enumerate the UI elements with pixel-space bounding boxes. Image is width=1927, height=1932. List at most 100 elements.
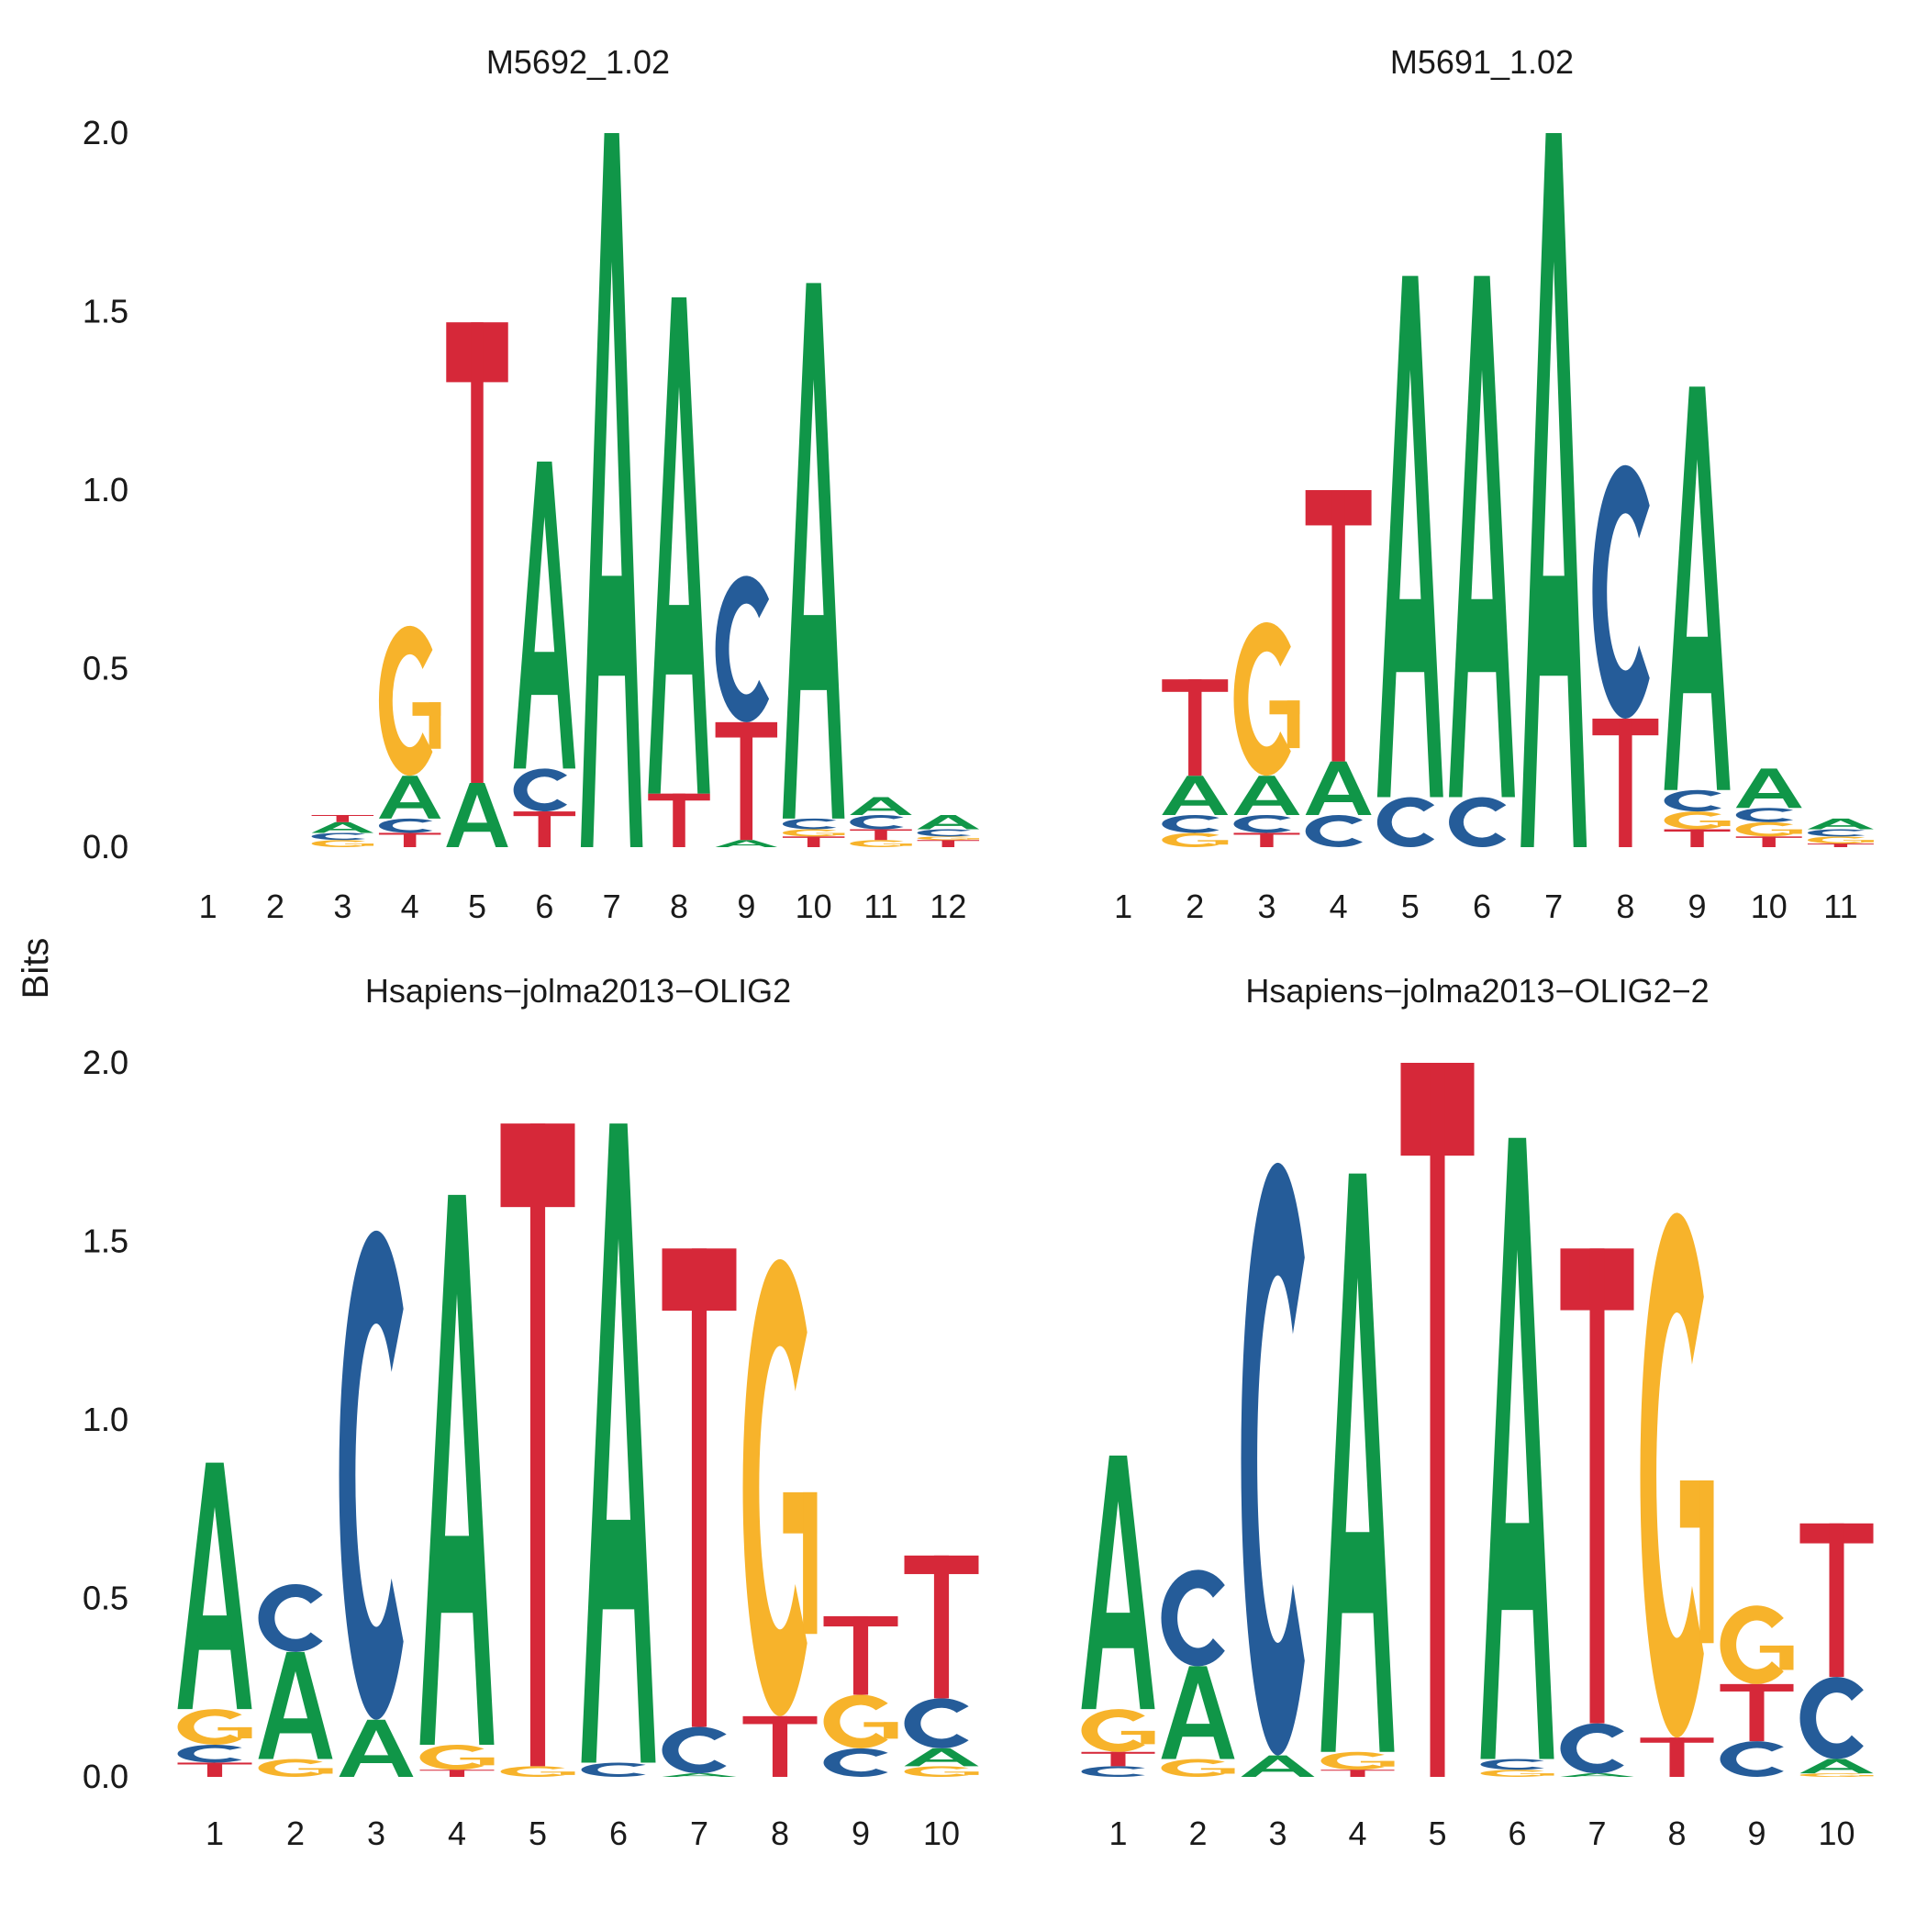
glyph-c [1799, 1677, 1863, 1759]
glyph-t [379, 832, 440, 847]
glyph-g [905, 1766, 979, 1777]
logo-panel-3: Hsapiens−jolma2013−OLIG20.00.51.01.52.01… [83, 972, 979, 1852]
x-tick-label: 4 [448, 1815, 466, 1852]
glyph-c [1736, 808, 1793, 822]
position-stack [1720, 1605, 1793, 1777]
glyph-t [663, 1248, 737, 1726]
x-tick-label: 11 [863, 888, 897, 925]
glyph-g [1480, 1770, 1554, 1777]
position-stack [582, 1123, 656, 1777]
position-stack [379, 626, 440, 847]
glyph-g [178, 1709, 252, 1745]
y-tick-label: 2.0 [83, 114, 128, 151]
glyph-t [1081, 1752, 1154, 1767]
x-tick-label: 10 [1751, 888, 1788, 925]
glyph-a [1520, 133, 1587, 847]
glyph-t [178, 1762, 252, 1777]
glyph-c [1241, 1163, 1304, 1756]
glyph-t [1320, 1770, 1394, 1777]
glyph-t [1720, 1684, 1793, 1741]
position-stack [1233, 622, 1299, 847]
position-stack [1081, 1456, 1154, 1777]
panel-title: M5692_1.02 [486, 43, 670, 81]
glyph-a [312, 822, 373, 833]
y-axis-label: Bits [16, 938, 56, 1000]
glyph-g [918, 836, 979, 840]
x-tick-label: 4 [401, 888, 419, 925]
glyph-g [1162, 832, 1228, 847]
glyph-a [648, 297, 709, 794]
glyph-g [1320, 1752, 1394, 1770]
panel-title: Hsapiens−jolma2013−OLIG2 [365, 972, 791, 1010]
glyph-t [743, 1716, 818, 1777]
glyph-t [514, 811, 575, 847]
glyph-c [1449, 798, 1506, 847]
position-stack [1241, 1163, 1314, 1777]
y-tick-label: 0.0 [83, 1758, 128, 1795]
position-stack [663, 1248, 737, 1777]
glyph-c [312, 832, 365, 840]
glyph-t [783, 836, 844, 847]
x-tick-label: 1 [1114, 888, 1132, 925]
x-tick-label: 8 [670, 888, 688, 925]
glyph-a [178, 1463, 252, 1709]
glyph-a [420, 1195, 495, 1745]
x-tick-label: 2 [1186, 888, 1204, 925]
glyph-c [1377, 798, 1434, 847]
position-stack [1592, 465, 1658, 847]
position-stack [178, 1463, 252, 1777]
glyph-t [1808, 843, 1874, 847]
x-tick-label: 3 [333, 888, 351, 925]
position-stack [581, 133, 642, 847]
glyph-t [1736, 836, 1802, 847]
glyph-a [1799, 1759, 1873, 1774]
position-stack [1520, 133, 1587, 847]
position-stack [420, 1195, 495, 1777]
position-stack [312, 815, 373, 847]
glyph-c [918, 830, 971, 837]
glyph-a [514, 462, 575, 769]
glyph-a [1736, 768, 1802, 808]
x-tick-label: 4 [1348, 1815, 1366, 1852]
glyph-c [1162, 815, 1219, 832]
glyph-c [379, 819, 432, 833]
glyph-a [1306, 762, 1372, 815]
y-tick-label: 1.0 [83, 471, 128, 508]
glyph-g [312, 840, 373, 847]
glyph-t [1592, 719, 1658, 847]
glyph-t [1233, 832, 1299, 847]
glyph-g [379, 626, 440, 776]
position-stack [259, 1584, 333, 1777]
glyph-g [1808, 836, 1874, 843]
glyph-a [1665, 386, 1731, 790]
glyph-g [1640, 1212, 1713, 1737]
glyph-c [178, 1745, 242, 1762]
x-tick-label: 3 [1257, 888, 1275, 925]
position-stack [1665, 386, 1731, 847]
position-stack [1306, 490, 1372, 847]
glyph-g [420, 1745, 495, 1770]
glyph-c [783, 819, 836, 830]
glyph-c [1233, 815, 1290, 832]
glyph-a [581, 133, 642, 847]
position-stack [905, 1556, 979, 1777]
x-tick-label: 1 [1108, 1815, 1127, 1852]
x-tick-label: 5 [468, 888, 486, 925]
glyph-g [1799, 1773, 1873, 1777]
glyph-g [1720, 1605, 1793, 1684]
glyph-a [850, 798, 911, 815]
x-tick-label: 6 [609, 1815, 628, 1852]
glyph-t [648, 794, 709, 847]
glyph-a [379, 776, 440, 819]
x-tick-label: 7 [603, 888, 621, 925]
position-stack [1320, 1174, 1394, 1777]
y-tick-label: 1.5 [83, 293, 128, 330]
glyph-g [1081, 1709, 1154, 1752]
position-stack [850, 798, 911, 847]
glyph-g [850, 840, 911, 847]
position-stack [1480, 1138, 1554, 1777]
glyph-a [1377, 276, 1443, 798]
glyph-c [663, 1727, 727, 1774]
